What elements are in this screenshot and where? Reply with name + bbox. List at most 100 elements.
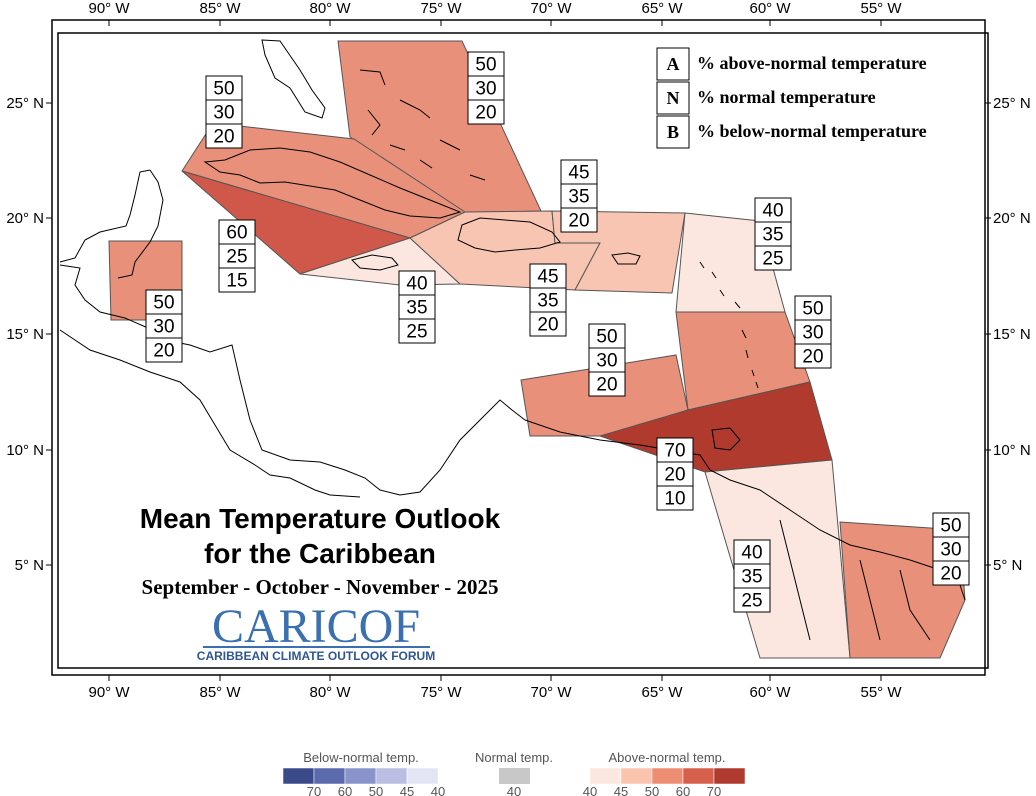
legend-swatch bbox=[589, 767, 622, 785]
value-cell-text: 20 bbox=[153, 341, 174, 362]
coastlines bbox=[59, 39, 966, 641]
box-abc: 50 30 20 bbox=[588, 323, 626, 397]
legend-swatch bbox=[620, 767, 653, 785]
value-cell-text: 50 bbox=[940, 516, 961, 537]
lesser-antilles-coast bbox=[699, 261, 759, 389]
key-letter-box bbox=[656, 47, 690, 81]
value-cell-text: 20 bbox=[568, 211, 589, 232]
value-cell-text: 10 bbox=[664, 489, 685, 510]
key-description: % normal temperature bbox=[697, 87, 876, 107]
key-letter: N bbox=[667, 88, 680, 108]
value-cell bbox=[560, 207, 598, 233]
value-cell bbox=[205, 123, 243, 149]
value-cell-text: 30 bbox=[940, 540, 961, 561]
value-cell bbox=[754, 221, 792, 247]
x-tick-label: 60° W bbox=[749, 0, 791, 17]
legend-tick-label: 40 bbox=[583, 784, 597, 796]
value-cell bbox=[588, 371, 626, 397]
value-cell bbox=[656, 461, 694, 487]
value-cell bbox=[733, 587, 771, 613]
value-cell-text: 20 bbox=[475, 103, 496, 124]
value-cell bbox=[467, 75, 505, 101]
box-cuba: 50 30 20 bbox=[205, 75, 243, 149]
legend-normal-label: Normal temp. bbox=[475, 750, 553, 765]
box-guyana: 40 35 25 bbox=[733, 539, 771, 613]
legend-swatch bbox=[375, 767, 408, 785]
y-tick-label: 25° N bbox=[6, 95, 44, 112]
pacific-coast bbox=[59, 329, 361, 498]
x-tick-label: 80° W bbox=[309, 0, 351, 17]
key-letter: A bbox=[667, 54, 680, 74]
value-boxes: 50 30 20 50 30 20 60 25 15 50 30 20 40 35 25 45 35 2… bbox=[145, 51, 970, 613]
map-title-line2: for the Caribbean bbox=[204, 538, 436, 569]
value-cell bbox=[205, 75, 243, 101]
legend-tick-label: 50 bbox=[645, 784, 659, 796]
legend-tick-label: 40 bbox=[431, 784, 445, 796]
value-cell bbox=[932, 512, 970, 538]
trinidad-coast bbox=[711, 427, 741, 451]
box-windwards: 50 30 20 bbox=[794, 295, 832, 369]
value-cell bbox=[218, 219, 256, 245]
value-cell-text: 35 bbox=[568, 187, 589, 208]
axis-x-top: 90° W 85° W 80° W 75° W 70° W 65° W 60° W 55° W bbox=[88, 0, 902, 26]
legend-swatch bbox=[406, 767, 439, 785]
legend-tick-label: 50 bbox=[369, 784, 383, 796]
key-letter: B bbox=[667, 122, 679, 142]
value-cell-text: 20 bbox=[802, 347, 823, 368]
x-tick-label: 70° W bbox=[530, 684, 572, 701]
value-cell-text: 25 bbox=[741, 591, 762, 612]
legend-tick-label: 45 bbox=[400, 784, 414, 796]
value-cell-text: 45 bbox=[537, 267, 558, 288]
x-tick-label: 90° W bbox=[88, 0, 130, 17]
legend-below-swatches: 70 60 50 45 40 bbox=[282, 767, 445, 796]
value-cell-text: 70 bbox=[664, 441, 685, 462]
value-cell-text: 25 bbox=[762, 249, 783, 270]
value-cell bbox=[754, 245, 792, 271]
box-belize: 50 30 20 bbox=[145, 289, 183, 363]
x-tick-label: 55° W bbox=[860, 684, 902, 701]
value-cell bbox=[218, 243, 256, 269]
value-cell-text: 40 bbox=[406, 274, 427, 295]
key-description: % above-normal temperature bbox=[697, 53, 927, 73]
y-tick-label: 5° N bbox=[993, 557, 1022, 574]
y-tick-label: 15° N bbox=[993, 326, 1031, 343]
x-tick-label: 85° W bbox=[199, 0, 241, 17]
value-cell-text: 60 bbox=[226, 223, 247, 244]
y-tick-label: 25° N bbox=[993, 95, 1031, 112]
guiana-rivers bbox=[779, 519, 931, 641]
x-tick-label: 75° W bbox=[420, 0, 462, 17]
axis-y-left: 25° N 20° N 15° N 10° N 5° N bbox=[6, 95, 52, 574]
value-cell bbox=[560, 159, 598, 185]
legend-swatch bbox=[651, 767, 684, 785]
x-tick-label: 60° W bbox=[749, 684, 791, 701]
value-cell-text: 40 bbox=[741, 543, 762, 564]
value-cell bbox=[656, 437, 694, 463]
value-cell-text: 30 bbox=[475, 79, 496, 100]
key-letter-box bbox=[656, 81, 690, 115]
value-cell-text: 20 bbox=[664, 465, 685, 486]
value-cell bbox=[656, 485, 694, 511]
x-tick-label: 80° W bbox=[309, 684, 351, 701]
value-cell-text: 30 bbox=[802, 323, 823, 344]
value-cell-text: 25 bbox=[406, 322, 427, 343]
map-title-line1: Mean Temperature Outlook bbox=[140, 503, 501, 534]
value-cell-text: 30 bbox=[213, 103, 234, 124]
box-jamaica: 40 35 25 bbox=[398, 270, 436, 344]
value-cell-text: 25 bbox=[226, 247, 247, 268]
value-cell-text: 50 bbox=[596, 327, 617, 348]
map-subtitle: September - October - November - 2025 bbox=[142, 575, 499, 599]
value-cell-text: 50 bbox=[153, 293, 174, 314]
value-cell-text: 40 bbox=[762, 201, 783, 222]
logo-subtitle: CARIBBEAN CLIMATE OUTLOOK FORUM bbox=[197, 649, 435, 663]
value-cell bbox=[588, 323, 626, 349]
hispaniola-coast bbox=[457, 217, 561, 253]
value-cell-text: 35 bbox=[762, 225, 783, 246]
value-cell bbox=[733, 539, 771, 565]
legend-swatch bbox=[499, 768, 530, 784]
x-tick-label: 65° W bbox=[641, 0, 683, 17]
box-leewards: 40 35 25 bbox=[754, 197, 792, 271]
box-suriname: 50 30 20 bbox=[932, 512, 970, 586]
y-tick-label: 10° N bbox=[993, 442, 1031, 459]
color-legend: Below-normal temp. Normal temp. Above-no… bbox=[282, 750, 746, 796]
y-tick-label: 15° N bbox=[6, 326, 44, 343]
